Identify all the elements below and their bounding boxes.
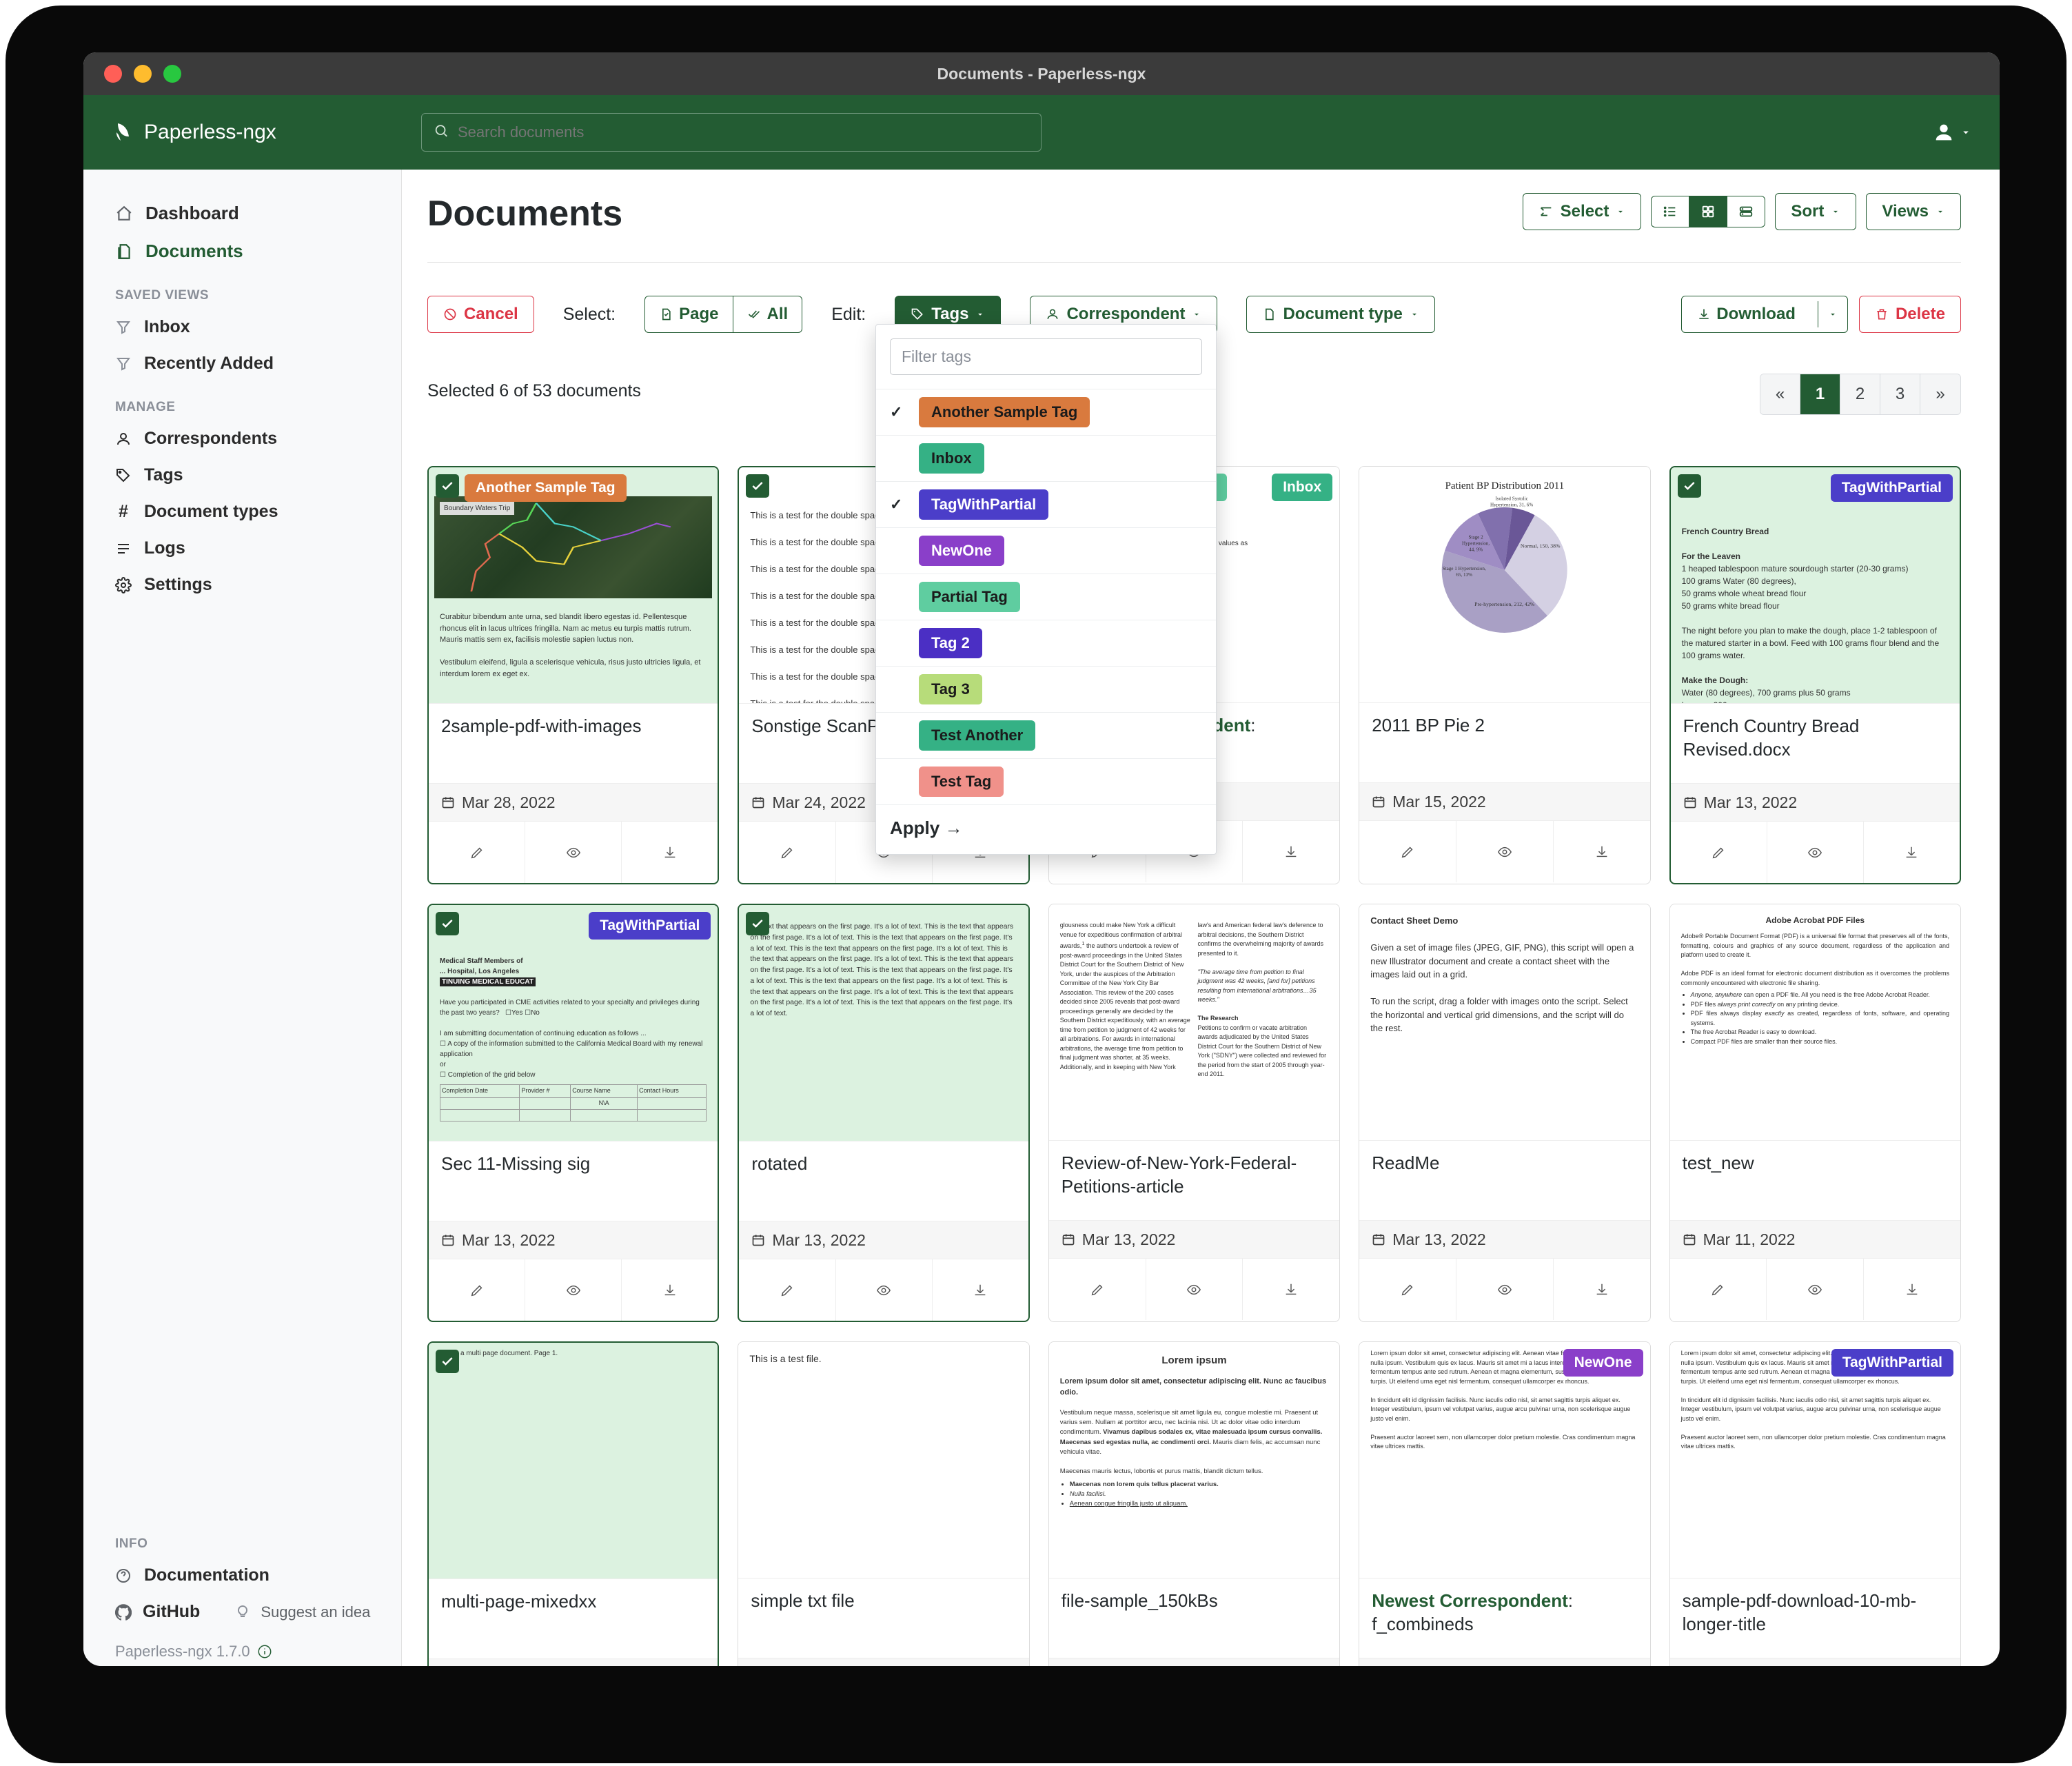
svg-text:Stage 1 Hypertension,: Stage 1 Hypertension,: [1443, 566, 1486, 571]
svg-text:Pre-hypertension, 212, 42%: Pre-hypertension, 212, 42%: [1474, 601, 1535, 607]
svg-text:Hypertension,: Hypertension,: [1462, 541, 1490, 547]
svg-text:44, 9%: 44, 9%: [1469, 547, 1483, 553]
svg-text:Stage 2: Stage 2: [1469, 535, 1484, 540]
svg-text:65, 13%: 65, 13%: [1456, 572, 1473, 578]
svg-text:Normal, 150, 38%: Normal, 150, 38%: [1521, 543, 1561, 549]
svg-text:Hypertension, 31, 6%: Hypertension, 31, 6%: [1490, 503, 1533, 508]
svg-text:Isolated Systolic: Isolated Systolic: [1496, 496, 1528, 502]
